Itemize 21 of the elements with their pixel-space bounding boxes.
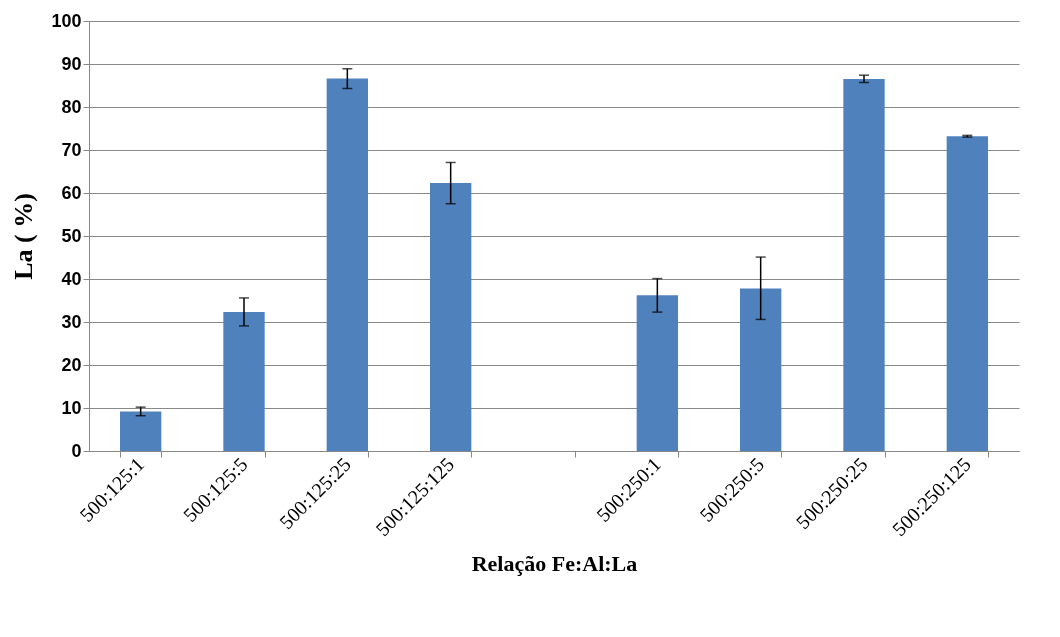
bar — [223, 312, 265, 451]
y-tick-label: 100 — [51, 10, 82, 31]
y-tick-label: 0 — [71, 440, 82, 461]
bar — [326, 78, 368, 451]
y-tick-label: 40 — [61, 268, 82, 289]
x-axis-title: Relação Fe:Al:La — [471, 551, 638, 577]
y-tick-label: 90 — [61, 53, 82, 74]
y-tick-label: 50 — [61, 225, 82, 246]
y-tick-label: 30 — [61, 311, 82, 332]
y-tick-label: 80 — [61, 96, 82, 117]
bar — [740, 288, 782, 451]
y-tick-label: 20 — [61, 354, 82, 375]
y-axis-title: La ( %) — [9, 193, 39, 280]
bar — [843, 79, 885, 451]
y-tick-label: 60 — [61, 182, 82, 203]
bar — [120, 411, 162, 451]
bar — [430, 183, 472, 451]
bar — [636, 295, 678, 451]
y-tick-label: 10 — [61, 397, 82, 418]
bar — [946, 136, 988, 451]
y-tick-label: 70 — [61, 139, 82, 160]
